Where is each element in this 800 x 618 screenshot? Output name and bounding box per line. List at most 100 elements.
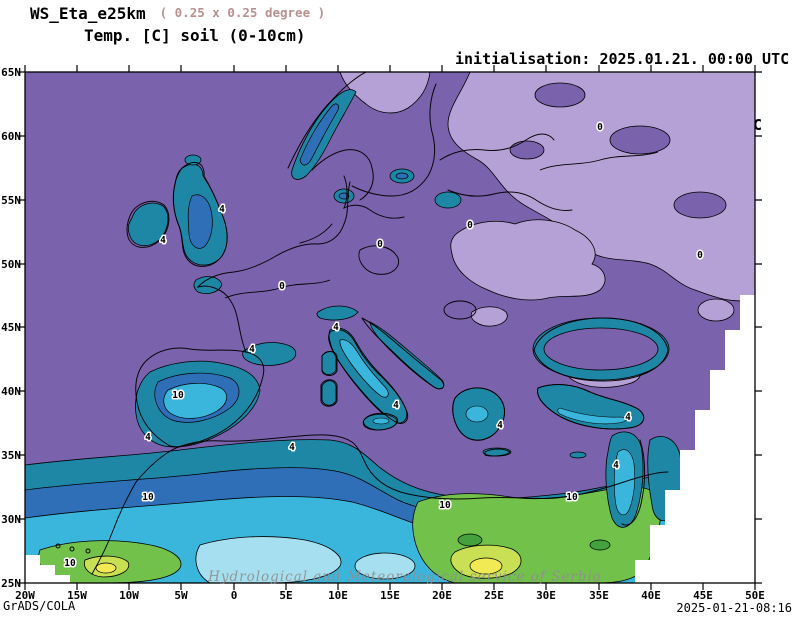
contour-label: 4 (219, 204, 225, 215)
contour-label: 4 (289, 442, 295, 453)
region-cyan-iberia (163, 383, 227, 419)
region-dark-green-spot (589, 539, 611, 551)
init-value: 2025.01.21. 00:00 UTC (599, 50, 790, 68)
contour-label: 10 (142, 492, 154, 503)
coastline-corsica (321, 351, 338, 376)
region-lavender-central-europe (450, 219, 606, 301)
y-axis-label: 55N (1, 194, 21, 207)
island-dot (69, 546, 75, 552)
x-axis-label: 35E (589, 589, 609, 602)
contour-lines (224, 151, 659, 320)
coastline-morocco-atlantic (91, 481, 137, 575)
field-blob (673, 191, 727, 219)
x-axis-label: 10E (328, 589, 348, 602)
coastline-levant (621, 439, 646, 526)
region-cyan-greece (465, 405, 489, 423)
y-axis-label: 40N (1, 385, 21, 398)
contour-label: 4 (393, 400, 399, 411)
region-blue-britain (187, 194, 213, 249)
contour-line (539, 151, 659, 171)
region-cyan-italy (339, 339, 389, 398)
coastlines (55, 72, 669, 575)
coastline-sweden (311, 149, 374, 201)
coastline-britain (172, 161, 228, 267)
region-yellow-center (469, 557, 503, 575)
y-axis-label: 35N (1, 449, 21, 462)
x-axis-label: 30E (536, 589, 556, 602)
x-axis-label: 45E (693, 589, 713, 602)
variable-title: Temp. [C] soil (0-10cm) (84, 26, 306, 45)
model-title: WS_Eta_e25km ( 0.25 x 0.25 degree ) (30, 4, 325, 23)
coastline-adriatic (361, 317, 445, 390)
coastline-black-sea (533, 317, 669, 382)
y-axis-label: 50N (1, 258, 21, 271)
coastline-turkey (537, 384, 645, 430)
contour-label: 4 (160, 235, 166, 246)
coastline-finland (439, 133, 555, 161)
contour-label: 0 (377, 239, 383, 250)
coastline-lowlands (299, 223, 333, 244)
y-axis-label: 25N (1, 577, 21, 590)
contour-label: 4 (249, 344, 255, 355)
contour-label: 0 (597, 122, 603, 133)
init-line: initialisation: 2025.01.21. 00:00 UTC (455, 48, 789, 70)
coastline-ireland (126, 201, 170, 248)
region-blue-sweden (395, 172, 409, 180)
y-axis-label: 65N (1, 66, 21, 79)
contour-labels: 4 4 0 0 0 0 0 4 4 4 10 4 4 10 10 10 10 4… (63, 121, 705, 571)
island-dot (55, 543, 61, 549)
island-dot (85, 548, 91, 554)
region-yellow-west (95, 562, 117, 574)
y-axis-label: 45N (1, 321, 21, 334)
watermark: Hydrological and Meteorological service … (207, 569, 602, 585)
coastline-norway (287, 72, 367, 169)
field-layers (25, 72, 755, 583)
region-light-cyan-patch (354, 552, 416, 580)
field-blob (534, 82, 586, 108)
x-axis-label: 5W (174, 589, 188, 602)
init-label: initialisation: (455, 50, 591, 68)
region-teal-east-edge (647, 436, 682, 522)
region-purple-blacksea (543, 327, 659, 371)
contour-line (224, 279, 331, 299)
contour-label: 4 (613, 460, 619, 471)
x-axis-label: 25E (484, 589, 504, 602)
coastline-sicily (362, 412, 399, 431)
field-blob (509, 140, 545, 160)
y-axis-label: 30N (1, 513, 21, 526)
x-axis-label: 0 (231, 589, 238, 602)
contour-line (358, 245, 399, 275)
x-axis-label: 50E (745, 589, 765, 602)
x-axis-labels: 20W 15W 10W 5W 0 5E 10E 15E 20E 25E 30E … (15, 589, 765, 602)
contour-label: 10 (439, 500, 451, 511)
region-teal-alps (316, 305, 359, 321)
coastline-italy (328, 329, 409, 424)
region-cyan-sicily (372, 417, 390, 425)
x-axis-label: 15E (380, 589, 400, 602)
contour-label: 10 (64, 558, 76, 569)
contour-label: 4 (625, 412, 631, 423)
contour-label: 4 (333, 322, 339, 333)
contour-label: 0 (279, 281, 285, 292)
coastline-north-africa (135, 434, 669, 500)
contour-label: 0 (697, 250, 703, 261)
coastline-baltic (351, 83, 437, 197)
region-blue-norway-coast (299, 103, 339, 166)
coastline-crete (484, 448, 511, 457)
contour-label: 10 (172, 390, 184, 401)
region-lavender-caucasus (697, 298, 735, 322)
region-teal-corsica (321, 351, 337, 375)
contour-label: 0 (467, 220, 473, 231)
x-axis-label: 40E (641, 589, 661, 602)
x-axis-label: 20E (432, 589, 452, 602)
x-axis-label: 5E (279, 589, 292, 602)
x-axis-label: 10W (119, 589, 139, 602)
contour-line (443, 300, 477, 320)
coastline-denmark (343, 175, 405, 219)
contour-label: 4 (145, 432, 151, 443)
region-teal-baltic (434, 191, 462, 209)
contour-label: 4 (497, 420, 503, 431)
region-cyan-turkey-south (557, 407, 627, 425)
coastline-france (196, 181, 351, 353)
